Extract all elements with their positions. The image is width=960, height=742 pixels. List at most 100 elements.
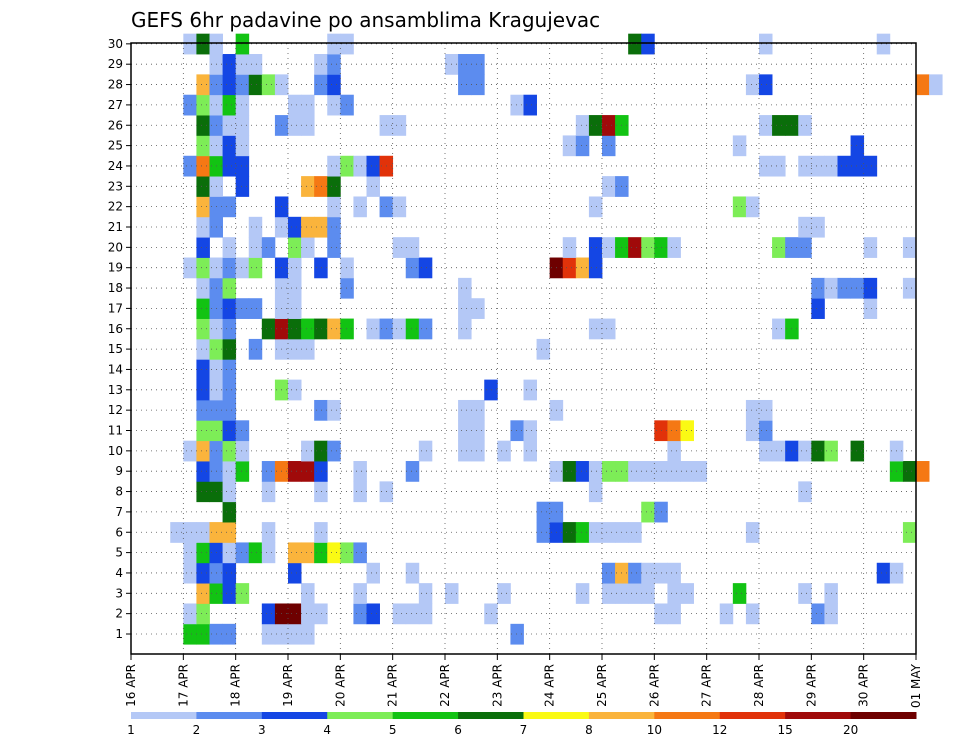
heatmap-cell [575,461,590,482]
heatmap-cell [327,196,341,218]
colorbar-label: 7 [520,723,528,737]
heatmap-cell [327,318,341,340]
y-tick-label: 3 [115,586,123,600]
heatmap-cell [628,237,642,258]
colorbar-swatch [850,712,917,719]
heatmap-cell [196,318,210,340]
y-tick-label: 23 [108,179,123,193]
heatmap-cell [196,176,210,197]
heatmap-cell [484,379,498,401]
heatmap-cell [288,277,302,299]
heatmap-cell [196,115,210,136]
heatmap-cell [916,74,930,96]
heatmap-cell [418,257,433,279]
heatmap-cell [602,562,616,584]
x-tick-label: 24 APR [543,664,557,707]
y-tick-label: 13 [108,383,123,397]
heatmap-cell [222,94,237,116]
heatmap-cell [314,176,328,197]
heatmap-cell [196,196,210,218]
heatmap-cell [628,461,642,482]
x-tick-label: 25 APR [595,664,609,707]
heatmap-cell [602,461,616,482]
heatmap-cell [183,94,197,116]
heatmap-cell [301,318,315,340]
heatmap-cell [196,399,210,421]
y-tick-label: 22 [108,200,123,214]
heatmap-cell [772,115,786,136]
heatmap-cell [327,399,341,421]
heatmap-cell [458,420,472,442]
heatmap-cell [772,155,786,177]
x-axis-ticks: 16 APR 17 APR 18 APR 19 APR 20 APR 21 APR 22 A… [124,654,923,708]
heatmap-cell [392,237,407,258]
heatmap-cell [772,318,786,340]
colorbar-swatch [654,712,721,719]
heatmap-cell [314,399,328,421]
heatmap-cell [288,338,302,360]
heatmap-cell [340,257,354,279]
colorbar-label: 4 [323,723,331,737]
heatmap-cell [772,237,786,258]
y-tick-label: 2 [115,607,123,621]
heatmap-cell [288,542,302,564]
heatmap-cell [850,135,865,157]
heatmap-cell [196,522,210,543]
heatmap-cell [497,583,511,604]
heatmap-cell [850,277,865,299]
x-tick-label: 27 APR [700,664,714,707]
heatmap-cell [261,542,276,564]
heatmap-cell [863,298,878,319]
heatmap-cell [222,318,237,340]
heatmap-cell [366,176,380,197]
heatmap-cell [288,562,302,584]
heatmap-cell [235,155,250,177]
heatmap-cell [588,481,603,503]
heatmap-cell [680,461,694,482]
colorbar-label: 8 [585,723,593,737]
y-tick-label: 9 [115,464,123,478]
heatmap-cell [641,461,655,482]
heatmap-cell [222,155,237,177]
heatmap-cell [523,440,537,462]
heatmap-cell [222,257,237,279]
heatmap-cell [235,298,250,319]
x-tick-label: 17 APR [176,664,190,707]
heatmap-cell [562,135,577,157]
heatmap-cell [314,603,328,625]
heatmap-cell [745,522,760,543]
heatmap-cell [222,115,237,136]
x-tick-label: 20 APR [333,664,347,707]
heatmap-cell [458,298,472,319]
heatmap-cell [536,522,551,543]
heatmap-cell [798,155,812,177]
heatmap-cell [261,74,276,96]
colorbar-label: 15 [778,723,793,737]
heatmap-cell [471,74,485,96]
heatmap-cell [837,155,851,177]
heatmap-cell [458,318,472,340]
heatmap-cell [641,501,655,523]
heatmap-cell [863,155,878,177]
heatmap-cell [248,237,263,258]
heatmap-cell [327,176,341,197]
heatmap-cell [222,461,237,482]
heatmap-cell [902,522,917,543]
heatmap-cell [301,216,315,238]
heatmap-cell [562,257,577,279]
heatmap-cell [562,237,577,258]
heatmap-cell [418,583,433,604]
heatmap-cell [458,74,472,96]
heatmap-cell [222,481,237,503]
heatmap-cell [641,562,655,584]
heatmap-cell [314,461,328,482]
colorbar-swatch [196,712,263,719]
heatmap-cell [693,461,708,482]
heatmap-cell [798,237,812,258]
heatmap-cell [732,583,747,604]
heatmap-cell [183,257,197,279]
x-tick-label: 29 APR [804,664,818,707]
heatmap-cell [183,562,197,584]
colorbar-label: 6 [454,723,462,737]
